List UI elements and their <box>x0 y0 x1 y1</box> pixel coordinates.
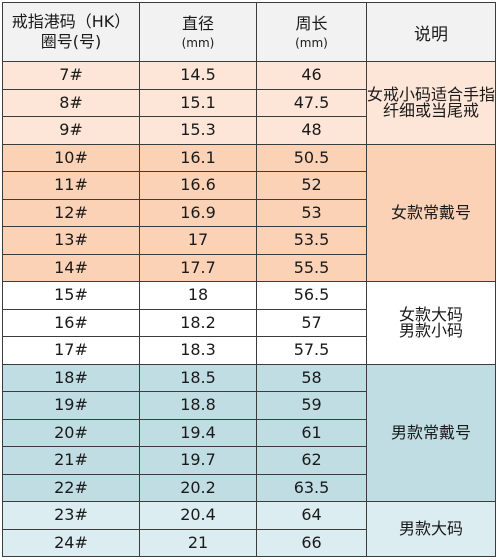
ring-size-table: 戒指港码（HK） 圈号(号) 直径 (mm) 周长 (mm) 说明 7# 14.… <box>2 2 496 557</box>
circumference-cell: 52 <box>256 171 367 200</box>
size-cell: 15# <box>2 281 140 310</box>
header-diameter-unit: (mm) <box>181 36 215 50</box>
header-circumference-unit: (mm) <box>295 36 328 50</box>
circumference-cell: 50.5 <box>256 143 367 172</box>
size-cell: 8# <box>2 88 140 117</box>
diameter-cell: 15.1 <box>139 88 257 117</box>
diameter-cell: 18.2 <box>139 308 257 337</box>
header-size-line2: 圈号(号) <box>40 32 102 51</box>
header-diameter: 直径 (mm) <box>139 2 257 62</box>
table-row: 11# 16.6 52 <box>2 171 496 200</box>
diameter-cell: 17 <box>139 226 257 255</box>
diameter-cell: 18.3 <box>139 336 257 365</box>
table-row: 18# 18.5 58 男款常戴号 <box>2 363 496 502</box>
circumference-cell: 66 <box>256 528 367 557</box>
size-cell: 23# <box>2 501 140 530</box>
size-cell: 10# <box>2 143 140 172</box>
diameter-cell: 15.3 <box>139 116 257 145</box>
circumference-cell: 63.5 <box>256 473 367 502</box>
note-cell-men-large: 男款大码 <box>366 501 496 557</box>
size-cell: 18# <box>2 363 140 392</box>
size-cell: 21# <box>2 446 140 475</box>
table-row: 22# 20.2 63.5 <box>2 473 496 502</box>
diameter-cell: 14.5 <box>139 61 257 90</box>
diameter-cell: 18 <box>139 281 257 310</box>
size-cell: 20# <box>2 418 140 447</box>
table-row: 20# 19.4 61 <box>2 418 496 447</box>
note-line: 男款小码 <box>398 320 463 340</box>
diameter-cell: 18.8 <box>139 391 257 420</box>
size-cell: 13# <box>2 226 140 255</box>
header-note: 说明 <box>366 2 496 62</box>
note-cell-small-women: 女戒小码适合手指纤细或当尾戒 <box>366 61 496 145</box>
circumference-cell: 53.5 <box>256 226 367 255</box>
diameter-cell: 20.4 <box>139 501 257 530</box>
size-cell: 24# <box>2 528 140 557</box>
diameter-cell: 19.4 <box>139 418 257 447</box>
table-row: 12# 16.9 53 <box>2 198 496 227</box>
circumference-cell: 61 <box>256 418 367 447</box>
diameter-cell: 17.7 <box>139 253 257 282</box>
circumference-cell: 57 <box>256 308 367 337</box>
diameter-cell: 20.2 <box>139 473 257 502</box>
circumference-cell: 53 <box>256 198 367 227</box>
circumference-cell: 56.5 <box>256 281 367 310</box>
table-row: 19# 18.8 59 <box>2 391 496 420</box>
header-circumference: 周长 (mm) <box>256 2 367 62</box>
circumference-cell: 46 <box>256 61 367 90</box>
circumference-cell: 58 <box>256 363 367 392</box>
size-cell: 9# <box>2 116 140 145</box>
table-row: 8# 15.1 47.5 <box>2 88 496 117</box>
diameter-cell: 18.5 <box>139 363 257 392</box>
note-cell-men-common: 男款常戴号 <box>366 363 496 502</box>
table-row: 13# 17 53.5 <box>2 226 496 255</box>
circumference-cell: 64 <box>256 501 367 530</box>
note-cell-women-common: 女款常戴号 <box>366 143 496 282</box>
table-row: 17# 18.3 57.5 <box>2 336 496 365</box>
size-cell: 17# <box>2 336 140 365</box>
circumference-cell: 57.5 <box>256 336 367 365</box>
size-cell: 19# <box>2 391 140 420</box>
circumference-cell: 48 <box>256 116 367 145</box>
size-cell: 22# <box>2 473 140 502</box>
circumference-cell: 47.5 <box>256 88 367 117</box>
size-cell: 16# <box>2 308 140 337</box>
circumference-cell: 59 <box>256 391 367 420</box>
header-circumference-label: 周长 <box>295 14 328 33</box>
table-row: 24# 21 66 <box>2 528 496 557</box>
header-note-label: 说明 <box>414 24 448 45</box>
diameter-cell: 16.6 <box>139 171 257 200</box>
table-row: 21# 19.7 62 <box>2 446 496 475</box>
table-row: 23# 20.4 64 男款大码 <box>2 501 496 557</box>
diameter-cell: 16.1 <box>139 143 257 172</box>
note-line: 女款大码 <box>398 304 463 324</box>
header-diameter-label: 直径 <box>181 14 214 33</box>
circumference-cell: 55.5 <box>256 253 367 282</box>
header-row: 戒指港码（HK） 圈号(号) 直径 (mm) 周长 (mm) 说明 <box>2 2 496 62</box>
diameter-cell: 16.9 <box>139 198 257 227</box>
note-cell-women-large-men-small: 女款大码 男款小码 <box>366 281 496 365</box>
circumference-cell: 62 <box>256 446 367 475</box>
size-cell: 12# <box>2 198 140 227</box>
diameter-cell: 21 <box>139 528 257 557</box>
size-cell: 11# <box>2 171 140 200</box>
size-cell: 14# <box>2 253 140 282</box>
header-size: 戒指港码（HK） 圈号(号) <box>2 2 140 62</box>
table-row: 10# 16.1 50.5 女款常戴号 <box>2 143 496 282</box>
table-row: 7# 14.5 46 女戒小码适合手指纤细或当尾戒 <box>2 61 496 145</box>
table-row: 15# 18 56.5 女款大码 男款小码 <box>2 281 496 365</box>
size-cell: 7# <box>2 61 140 90</box>
header-size-line1: 戒指港码（HK） <box>11 12 131 31</box>
table-row: 9# 15.3 48 <box>2 116 496 145</box>
diameter-cell: 19.7 <box>139 446 257 475</box>
table-row: 16# 18.2 57 <box>2 308 496 337</box>
